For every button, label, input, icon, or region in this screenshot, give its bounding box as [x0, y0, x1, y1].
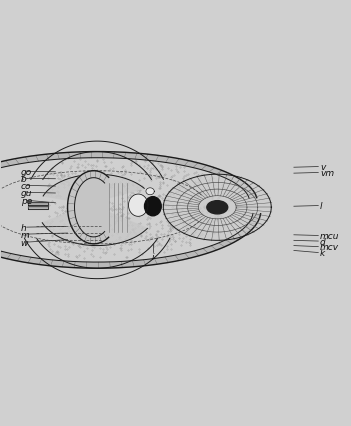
Text: v: v	[320, 163, 325, 172]
Polygon shape	[146, 188, 154, 195]
Text: d: d	[320, 237, 326, 246]
Polygon shape	[42, 210, 147, 246]
Text: w: w	[21, 238, 28, 247]
Polygon shape	[27, 207, 48, 209]
Polygon shape	[0, 152, 257, 199]
Polygon shape	[67, 171, 109, 244]
Polygon shape	[27, 203, 48, 205]
Text: k: k	[320, 248, 325, 257]
Polygon shape	[128, 195, 148, 217]
Polygon shape	[43, 175, 144, 206]
Text: l: l	[320, 201, 323, 210]
Text: mcv: mcv	[320, 242, 339, 251]
Text: pe: pe	[21, 196, 32, 205]
Polygon shape	[163, 175, 271, 241]
Text: gu: gu	[21, 188, 32, 197]
Text: co: co	[21, 181, 31, 190]
Text: go: go	[21, 167, 32, 176]
Ellipse shape	[207, 201, 228, 214]
Ellipse shape	[145, 197, 161, 216]
Text: mcu: mcu	[320, 231, 339, 240]
Text: b: b	[21, 175, 26, 184]
Polygon shape	[0, 214, 260, 268]
Text: vm: vm	[320, 169, 334, 178]
Text: h: h	[21, 223, 26, 232]
Text: i: i	[152, 252, 154, 261]
Text: m: m	[21, 230, 29, 239]
